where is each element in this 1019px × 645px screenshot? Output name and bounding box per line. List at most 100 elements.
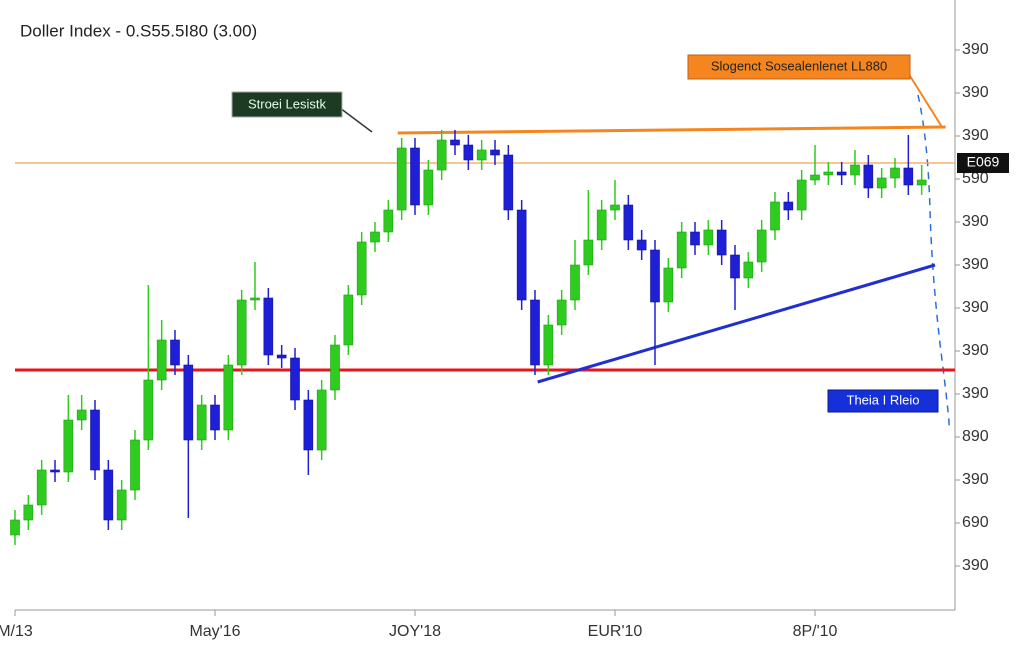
candle-body xyxy=(50,469,60,473)
candle-body xyxy=(316,389,327,451)
candle-body xyxy=(23,504,34,521)
x-tick-label: EUR'10 xyxy=(588,623,643,640)
candle-body xyxy=(703,229,714,246)
candle-body xyxy=(623,204,634,241)
y-tick-label: 390 xyxy=(962,557,989,574)
x-tick-label: M/13 xyxy=(0,623,33,640)
trend-line xyxy=(537,263,936,384)
annotation-box xyxy=(687,54,911,80)
candle-body xyxy=(850,164,860,176)
candle-body xyxy=(410,147,420,206)
x-tick-label: May'16 xyxy=(189,623,240,640)
candle-body xyxy=(676,231,687,269)
candle-body xyxy=(610,204,620,211)
candle-body xyxy=(810,174,820,181)
candle-body xyxy=(463,144,474,161)
candle-body xyxy=(570,264,580,301)
y-tick-label: 390 xyxy=(962,385,989,402)
y-tick-label: 590 xyxy=(962,170,989,187)
y-tick-label: 390 xyxy=(962,213,989,230)
candle-body xyxy=(90,409,100,471)
candle-body xyxy=(730,254,740,279)
candle-body xyxy=(223,364,234,431)
candle-body xyxy=(196,404,207,441)
price-tag: E069 xyxy=(967,154,1000,170)
candle-body xyxy=(10,519,20,536)
candle-body xyxy=(370,231,380,243)
candle-body xyxy=(450,139,460,146)
annotation-box xyxy=(231,91,343,118)
candle-body xyxy=(823,171,834,176)
candle-body xyxy=(156,339,167,381)
candle-body xyxy=(836,171,847,176)
y-tick-label: 390 xyxy=(962,84,989,101)
candle-body xyxy=(276,354,287,359)
candle-body xyxy=(650,249,660,303)
candle-body xyxy=(583,239,594,266)
candle-body xyxy=(543,324,554,366)
candle-body xyxy=(183,364,194,441)
candle-body xyxy=(916,179,927,186)
candle-body xyxy=(636,239,647,251)
candle-body xyxy=(530,299,540,366)
candle-body xyxy=(476,149,487,161)
candle-body xyxy=(343,294,354,346)
candle-body xyxy=(130,439,140,491)
candle-body xyxy=(290,357,300,401)
x-tick-label: 8P/'10 xyxy=(793,623,838,640)
y-tick-label: 390 xyxy=(962,299,989,316)
annotation: Theia I Rleio xyxy=(847,392,920,407)
candle-body xyxy=(716,229,727,256)
annotation-box xyxy=(827,389,939,413)
price-tag-box xyxy=(957,153,1009,173)
candle-body xyxy=(250,297,260,301)
candle-body xyxy=(743,261,754,279)
candle-body xyxy=(663,267,674,303)
candle-body xyxy=(210,404,220,431)
candle-body xyxy=(783,201,794,211)
candle-body xyxy=(76,409,87,421)
trend-line xyxy=(397,125,946,135)
candle-body xyxy=(863,164,874,189)
candle-body xyxy=(556,299,567,326)
candle-body xyxy=(236,299,247,366)
candle-body xyxy=(330,344,340,391)
projection-curve xyxy=(917,94,950,428)
candle-body xyxy=(143,379,154,441)
candle-body xyxy=(170,339,180,366)
y-tick-label: 390 xyxy=(962,256,989,273)
leader xyxy=(904,67,943,128)
candle-body xyxy=(503,154,514,211)
y-tick-label: 390 xyxy=(962,342,989,359)
candle-body xyxy=(690,231,700,246)
annotations: Stroei Lesistk Slogenct Sosealenlenet LL… xyxy=(231,54,943,413)
candle-body xyxy=(63,419,74,473)
candle-body xyxy=(423,169,434,206)
annotation: Stroei Lesistk xyxy=(248,96,327,111)
y-tick-label: 390 xyxy=(962,471,989,488)
candle-body xyxy=(903,167,914,186)
candle-body xyxy=(756,229,767,263)
candle-body xyxy=(36,469,47,506)
candle-body xyxy=(516,209,527,301)
chart-title: Doller Index - 0.S55.5I80 (3.00) xyxy=(20,21,257,40)
x-tick-label: JOY'18 xyxy=(389,623,441,640)
candle-body xyxy=(383,209,394,233)
annotation: Slogenct Sosealenlenet LL880 xyxy=(711,58,887,73)
candle-body xyxy=(436,139,447,171)
candle-body xyxy=(890,167,900,179)
candle-body xyxy=(490,149,500,156)
candle-body xyxy=(396,147,407,211)
candle-body xyxy=(876,177,887,189)
candle-body xyxy=(796,179,807,211)
candle-body xyxy=(263,297,274,356)
candle-body xyxy=(303,399,314,451)
y-tick-label: 390 xyxy=(962,41,989,58)
y-tick-label: 890 xyxy=(962,428,989,445)
candle-body xyxy=(770,201,780,231)
candle-body xyxy=(596,209,607,241)
y-tick-label: 690 xyxy=(962,514,989,531)
candle-body xyxy=(116,489,127,521)
y-tick-label: 390 xyxy=(962,127,989,144)
